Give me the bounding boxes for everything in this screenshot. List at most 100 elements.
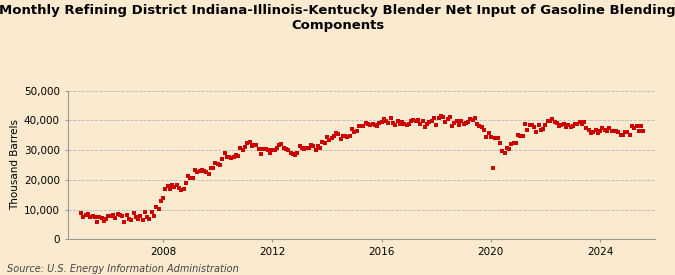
- Point: [620, 130, 630, 134]
- Point: [342, 135, 353, 139]
- Point: [392, 119, 403, 123]
- Point: [490, 136, 501, 140]
- Point: [198, 169, 209, 174]
- Point: [611, 128, 622, 133]
- Point: [362, 122, 373, 127]
- Point: [276, 142, 287, 147]
- Point: [354, 123, 364, 128]
- Point: [440, 119, 451, 124]
- Point: [310, 148, 321, 152]
- Point: [144, 216, 155, 221]
- Point: [583, 128, 594, 132]
- Point: [78, 215, 89, 219]
- Point: [449, 120, 460, 125]
- Point: [240, 145, 250, 149]
- Point: [624, 133, 635, 137]
- Point: [513, 133, 524, 137]
- Point: [502, 145, 512, 150]
- Point: [246, 144, 257, 148]
- Point: [122, 213, 132, 217]
- Point: [217, 156, 227, 161]
- Point: [597, 126, 608, 130]
- Point: [485, 135, 496, 139]
- Point: [238, 148, 248, 153]
- Point: [422, 122, 433, 126]
- Point: [126, 218, 136, 222]
- Point: [454, 123, 464, 128]
- Point: [162, 184, 173, 188]
- Point: [347, 126, 358, 131]
- Point: [593, 131, 603, 136]
- Point: [563, 123, 574, 127]
- Point: [349, 130, 360, 134]
- Point: [271, 146, 282, 151]
- Point: [364, 123, 375, 127]
- Point: [427, 119, 437, 123]
- Point: [226, 156, 237, 160]
- Point: [437, 114, 448, 119]
- Point: [565, 125, 576, 129]
- Point: [574, 120, 585, 125]
- Point: [290, 153, 300, 157]
- Point: [474, 124, 485, 128]
- Point: [119, 220, 130, 224]
- Point: [194, 169, 205, 174]
- Point: [590, 128, 601, 133]
- Point: [94, 214, 105, 219]
- Point: [497, 149, 508, 153]
- Point: [203, 172, 214, 176]
- Point: [351, 129, 362, 133]
- Point: [376, 120, 387, 124]
- Point: [442, 117, 453, 122]
- Point: [462, 119, 473, 124]
- Point: [76, 211, 86, 215]
- Point: [526, 122, 537, 127]
- Point: [201, 169, 212, 174]
- Point: [219, 150, 230, 155]
- Text: Source: U.S. Energy Information Administration: Source: U.S. Energy Information Administ…: [7, 264, 238, 274]
- Point: [515, 134, 526, 139]
- Point: [452, 119, 462, 123]
- Point: [213, 162, 223, 166]
- Point: [185, 176, 196, 180]
- Point: [244, 140, 255, 144]
- Point: [140, 210, 151, 214]
- Point: [221, 154, 232, 159]
- Point: [296, 145, 307, 150]
- Point: [606, 128, 617, 133]
- Point: [374, 121, 385, 126]
- Point: [458, 122, 469, 127]
- Point: [633, 129, 644, 133]
- Point: [385, 116, 396, 120]
- Point: [267, 148, 277, 152]
- Point: [242, 141, 252, 145]
- Point: [269, 148, 280, 152]
- Y-axis label: Thousand Barrels: Thousand Barrels: [9, 120, 20, 210]
- Point: [588, 130, 599, 134]
- Point: [390, 123, 401, 128]
- Point: [165, 187, 176, 191]
- Point: [470, 116, 481, 121]
- Point: [292, 151, 303, 155]
- Point: [533, 123, 544, 128]
- Point: [549, 120, 560, 125]
- Point: [417, 119, 428, 123]
- Point: [335, 137, 346, 141]
- Point: [465, 117, 476, 121]
- Point: [263, 148, 273, 152]
- Point: [576, 122, 587, 127]
- Point: [205, 166, 216, 170]
- Point: [543, 119, 554, 123]
- Point: [460, 120, 471, 125]
- Point: [176, 188, 187, 192]
- Point: [604, 125, 615, 130]
- Point: [155, 199, 166, 204]
- Point: [535, 128, 546, 133]
- Point: [581, 126, 592, 131]
- Point: [313, 143, 323, 148]
- Point: [253, 147, 264, 151]
- Point: [456, 119, 466, 124]
- Point: [210, 161, 221, 165]
- Point: [308, 143, 319, 148]
- Point: [429, 116, 439, 120]
